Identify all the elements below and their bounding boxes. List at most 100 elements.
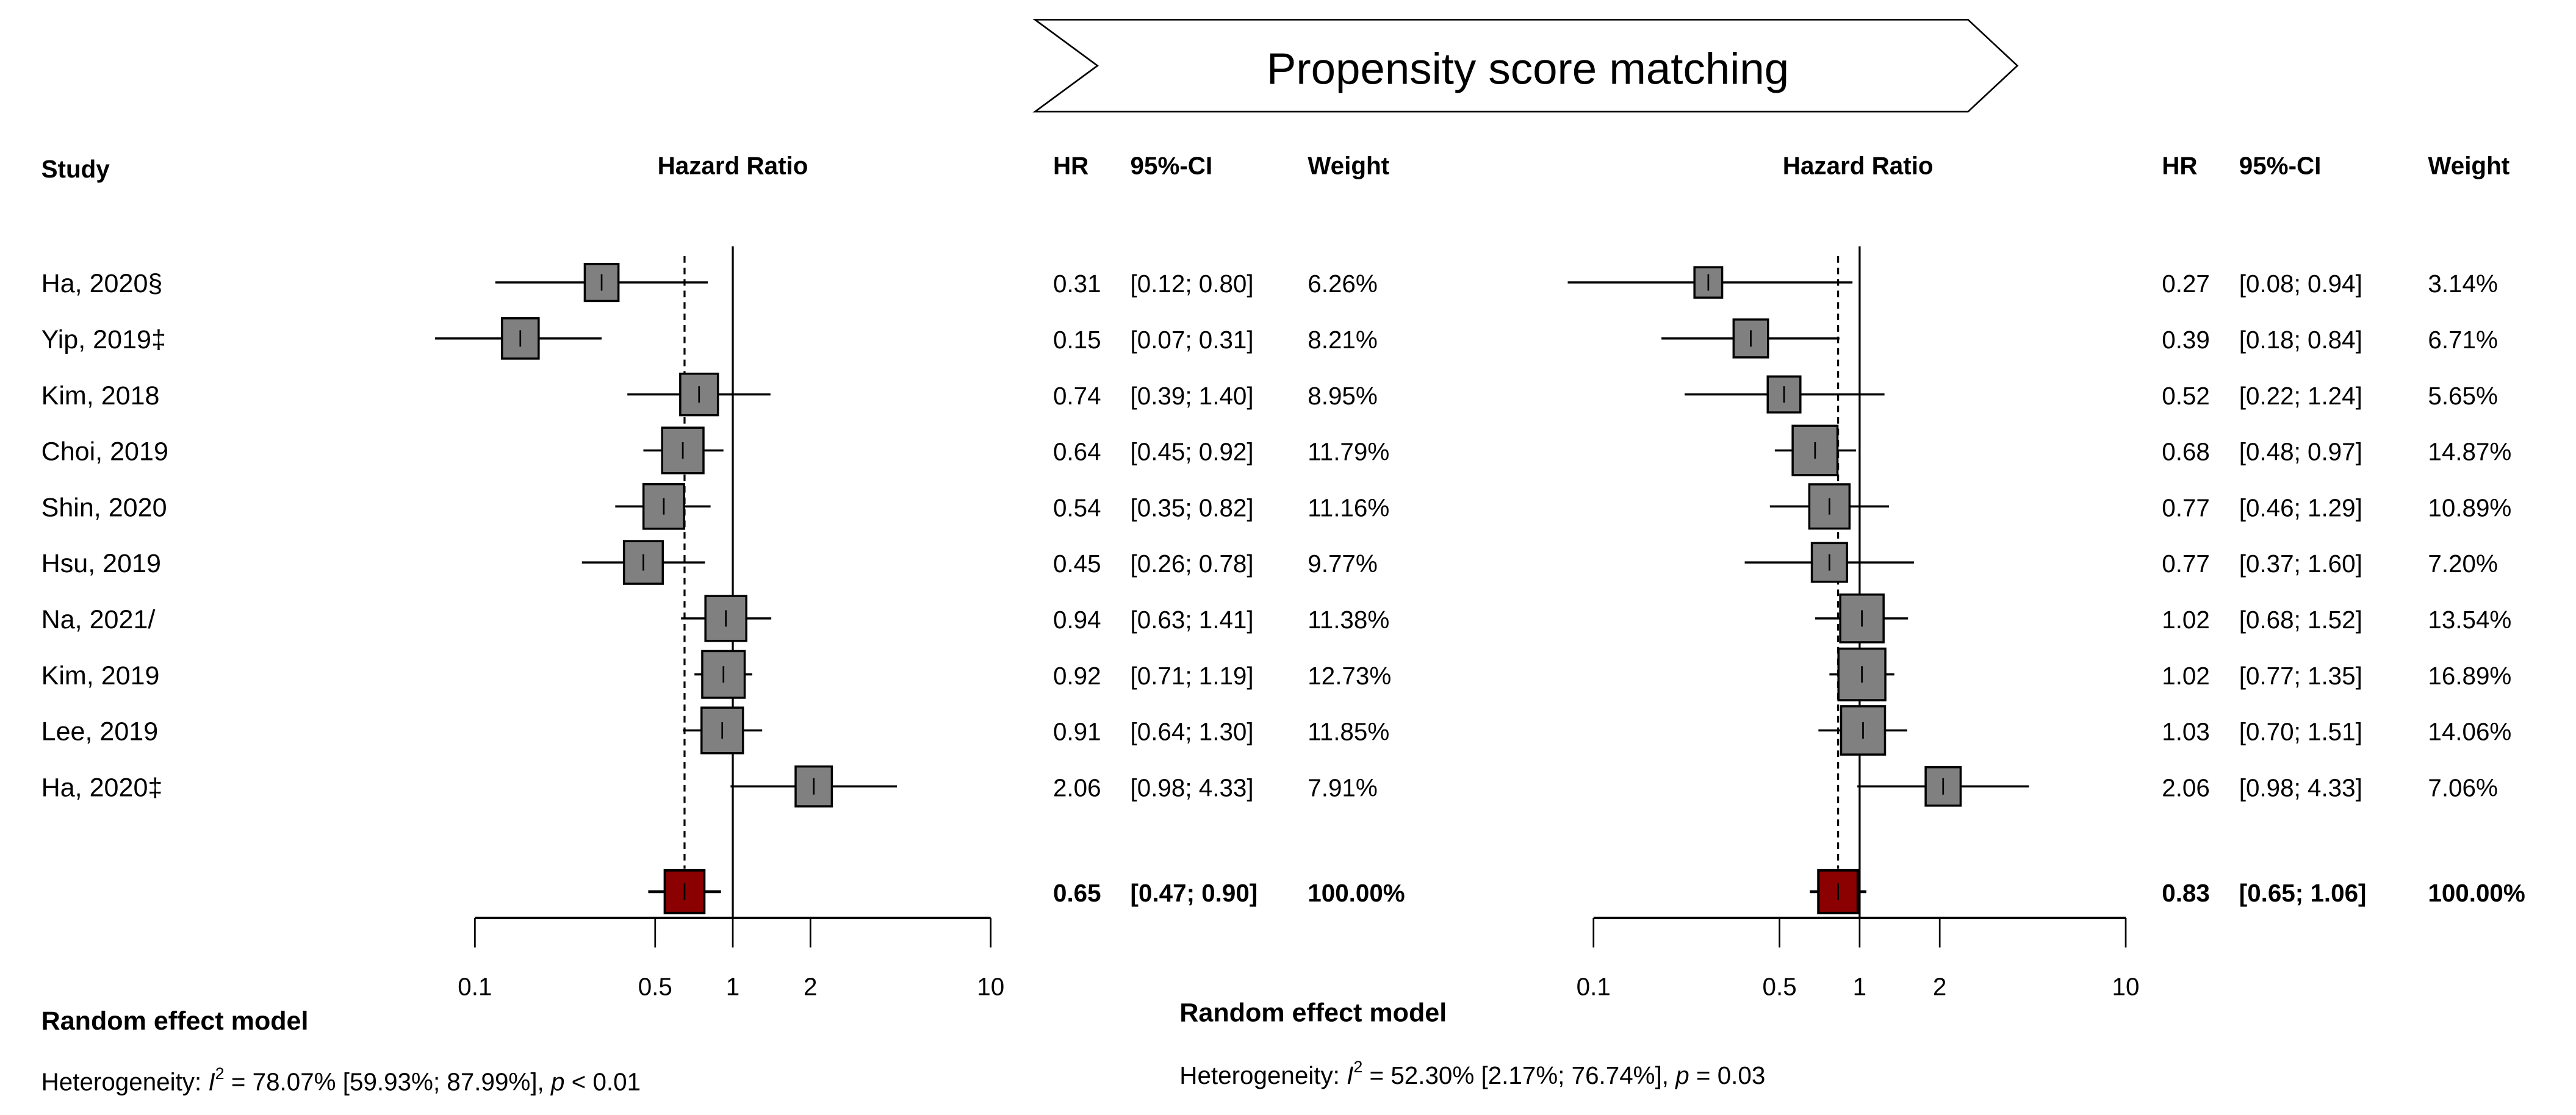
study-label: Ha, 2020§ (41, 269, 163, 298)
study-row: 2.06 [0.98; 4.33] 7.06% (1857, 766, 2498, 807)
weight-value: 8.95% (1308, 382, 1377, 410)
hr-value: 0.68 (2162, 438, 2210, 466)
study-row: Shin, 2020 0.54 [0.35; 0.82] 11.16% (41, 482, 1389, 530)
x-axis: 0.1 0.5 1 2 10 (458, 916, 1004, 1000)
weight-value: 7.06% (2428, 773, 2497, 801)
study-label: Hsu, 2019 (41, 549, 161, 578)
study-column-header: Study (41, 155, 110, 183)
weight-value: 16.89% (2428, 662, 2511, 690)
hr-value: 0.31 (1053, 270, 1101, 298)
ci-column-header: 95%-CI (1131, 151, 1213, 179)
axis-header: Hazard Ratio (1783, 151, 1934, 179)
hr-column-header: HR (1053, 151, 1088, 179)
study-label: Ha, 2020‡ (41, 773, 163, 802)
study-row: 1.03 [0.70; 1.51] 14.06% (1818, 705, 2511, 756)
ci-value: [0.98; 4.33] (2239, 773, 2362, 801)
heterogeneity-value: = 78.07% [59.93%; 87.99%], (225, 1068, 551, 1096)
ci-value: [0.12; 0.80] (1131, 270, 1254, 298)
hr-value: 0.77 (2162, 550, 2210, 578)
x-tick-label: 2 (804, 972, 817, 1000)
ci-value: [0.98; 4.33] (1131, 773, 1254, 801)
ci-value: [0.08; 0.94] (2239, 270, 2362, 298)
ci-value: [0.63; 1.41] (1131, 606, 1254, 634)
study-row: 0.68 [0.48; 0.97] 14.87% (1774, 425, 2511, 476)
heterogeneity-text: Heterogeneity: I2 = 52.30% [2.17%; 76.74… (1179, 1058, 1765, 1089)
weight-value: 11.38% (1308, 606, 1389, 634)
study-box-marker (1766, 375, 1802, 414)
x-tick-label: 2 (1933, 972, 1946, 1000)
z-value: = -1.51 ( (1539, 1111, 1639, 1115)
hr-value: 0.64 (1053, 438, 1101, 466)
study-box-marker (642, 482, 685, 530)
study-row: Ha, 2020§ 0.31 [0.12; 0.80] 6.26% (41, 262, 1378, 303)
weight-value: 13.54% (2428, 606, 2511, 634)
ci-value: [0.37; 1.60] (2239, 550, 2362, 578)
weight-value: 6.71% (2428, 326, 2497, 354)
forest-panel-1: Hazard Ratio HR 95%-CI Weight Ha, 2020§ 0.31 [… (41, 151, 1405, 1096)
summary-ci-value: [0.47; 0.90] (1131, 879, 1258, 907)
z-symbol: z (1527, 1111, 1539, 1115)
heterogeneity-label: Heterogeneity: (1179, 1061, 1347, 1089)
x-axis: 0.1 0.5 1 2 10 (1577, 916, 2140, 1000)
hr-value: 1.03 (2162, 718, 2210, 746)
hr-value: 0.15 (1053, 326, 1101, 354)
weight-value: 7.91% (1308, 773, 1377, 801)
study-row: 0.27 [0.08; 0.94] 3.14% (1567, 266, 2498, 299)
hr-value: 0.74 (1053, 382, 1101, 410)
superscript-two: 2 (215, 1064, 225, 1083)
weight-column-header: Weight (1308, 151, 1389, 179)
model-label: Random effect model (1179, 998, 1447, 1028)
heterogeneity-label: Heterogeneity: (41, 1068, 209, 1096)
ci-column-header: 95%-CI (2239, 151, 2322, 179)
weight-value: 14.87% (2428, 438, 2511, 466)
summary-ci-value: [0.65; 1.06] (2239, 879, 2367, 907)
study-row: Na, 2021/0.94 [0.63; 1.41] 11.38% (41, 595, 1389, 642)
banner-arrow-shape (1032, 18, 2019, 113)
weight-value: 8.21% (1308, 326, 1377, 354)
banner-title: Propensity score matching (1267, 44, 1789, 93)
study-box-marker (1791, 425, 1839, 476)
ci-value: [0.46; 1.29] (2239, 493, 2362, 522)
weight-value: 6.26% (1308, 270, 1377, 298)
x-tick-label: 10 (977, 972, 1004, 1000)
summary-hr-value: 0.65 (1053, 879, 1101, 907)
study-row: 1.02 [0.77; 1.35] 16.89% (1829, 647, 2511, 701)
study-row: Yip, 2019‡ 0.15 [0.07; 0.31] 8.21% (41, 317, 1378, 360)
weight-value: 5.65% (2428, 382, 2497, 410)
ci-value: [0.77; 1.35] (2239, 662, 2362, 690)
study-box-marker (679, 372, 719, 417)
p-symbol: p (550, 1068, 564, 1096)
hr-value: 0.39 (2162, 326, 2210, 354)
test-label: Test for overall effect (random): (1179, 1111, 1527, 1115)
study-row: 0.77 [0.37; 1.60] 7.20% (1744, 542, 2498, 583)
i-squared-symbol: I (208, 1068, 215, 1096)
study-row: Choi, 2019 0.64 [0.45; 0.92] 11.79% (41, 426, 1389, 475)
weight-value: 11.16% (1308, 493, 1389, 522)
heterogeneity-text: Heterogeneity: I2 = 78.07% [59.93%; 87.9… (41, 1064, 641, 1096)
study-label: Choi, 2019 (41, 437, 168, 467)
study-label: Na, 2021/ (41, 605, 156, 634)
axis-header: Hazard Ratio (658, 151, 808, 179)
study-row: 0.52 [0.22; 1.24] 5.65% (1685, 375, 2498, 414)
study-label: Yip, 2019‡ (41, 325, 166, 354)
x-tick-label: 10 (2112, 972, 2140, 1000)
hr-value: 0.45 (1053, 550, 1101, 578)
ci-value: [0.26; 0.78] (1131, 550, 1254, 578)
summary-row: 0.83 [0.65; 1.06] 100.00% (1810, 869, 2525, 914)
study-row: Kim, 2019 0.92 [0.71; 1.19] 12.73% (41, 650, 1391, 699)
p-symbol: p (1675, 1061, 1689, 1089)
hr-value: 2.06 (2162, 773, 2210, 801)
weight-value: 11.79% (1308, 438, 1389, 466)
ci-value: [0.48; 0.97] (2239, 438, 2362, 466)
study-label: Kim, 2018 (41, 381, 160, 411)
hr-value: 1.02 (2162, 606, 2210, 634)
i-squared-symbol: I (1347, 1061, 1353, 1089)
ci-value: [0.39; 1.40] (1131, 382, 1254, 410)
p-symbol: p (1638, 1111, 1652, 1115)
weight-value: 11.85% (1308, 718, 1389, 746)
x-tick-label: 0.5 (638, 972, 672, 1000)
hr-value: 0.92 (1053, 662, 1101, 690)
weight-value: 9.77% (1308, 550, 1377, 578)
study-row: Kim, 2018 0.74 [0.39; 1.40] 8.95% (41, 372, 1378, 417)
